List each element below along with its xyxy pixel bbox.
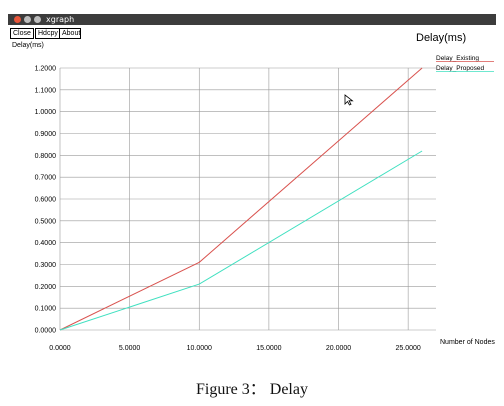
x-tick-label: 25.0000	[395, 345, 420, 352]
x-axis-label: Number of Nodes	[440, 339, 495, 346]
window-maximize-icon[interactable]	[34, 16, 41, 23]
y-tick-label: 0.3000	[35, 262, 57, 269]
y-tick-label: 1.2000	[35, 66, 57, 73]
x-tick-label: 10.0000	[187, 345, 212, 352]
x-tick-label: 20.0000	[326, 345, 351, 352]
x-tick-label: 0.0000	[49, 345, 71, 352]
y-tick-label: 0.5000	[35, 218, 57, 225]
x-tick-label: 5.0000	[119, 345, 141, 352]
window-close-icon[interactable]	[14, 16, 21, 23]
series-line-delay-proposed	[59, 150, 423, 331]
y-tick-label: 0.7000	[35, 175, 57, 182]
y-tick-label: 0.6000	[35, 197, 57, 204]
chart-title: Delay(ms)	[416, 32, 467, 44]
plot-area: 0.0000 0.1000 0.2000 0.3000 0.4000 0.5000 0.60…	[35, 55, 494, 352]
y-tick-label: 1.1000	[35, 87, 57, 94]
mouse-pointer-icon	[344, 94, 354, 106]
y-tick-label: 1.0000	[35, 109, 57, 116]
legend-label: Delay_Proposed	[436, 65, 484, 72]
series-line-delay-existing	[59, 67, 423, 331]
y-tick-label: 0.0000	[35, 328, 57, 335]
y-tick-label: 0.4000	[35, 240, 57, 247]
legend-label: Delay_Existing	[436, 55, 479, 62]
y-tick-label: 0.1000	[35, 306, 57, 313]
xgraph-window: xgraph Close Hdcpy About Delay(ms) Delay…	[8, 14, 496, 368]
close-button[interactable]: Close	[10, 28, 34, 39]
y-tick-label: 0.8000	[35, 153, 57, 160]
title-bar: xgraph	[8, 14, 496, 25]
y-axis-label: Delay(ms)	[12, 42, 44, 49]
window-minimize-icon[interactable]	[24, 16, 31, 23]
y-tick-label: 0.2000	[35, 284, 57, 291]
x-tick-label: 15.0000	[256, 345, 281, 352]
y-tick-label: 0.9000	[35, 131, 57, 138]
figure-caption: Figure 3： Delay	[196, 381, 308, 398]
window-title: xgraph	[46, 15, 75, 24]
about-button[interactable]: About	[59, 28, 81, 39]
